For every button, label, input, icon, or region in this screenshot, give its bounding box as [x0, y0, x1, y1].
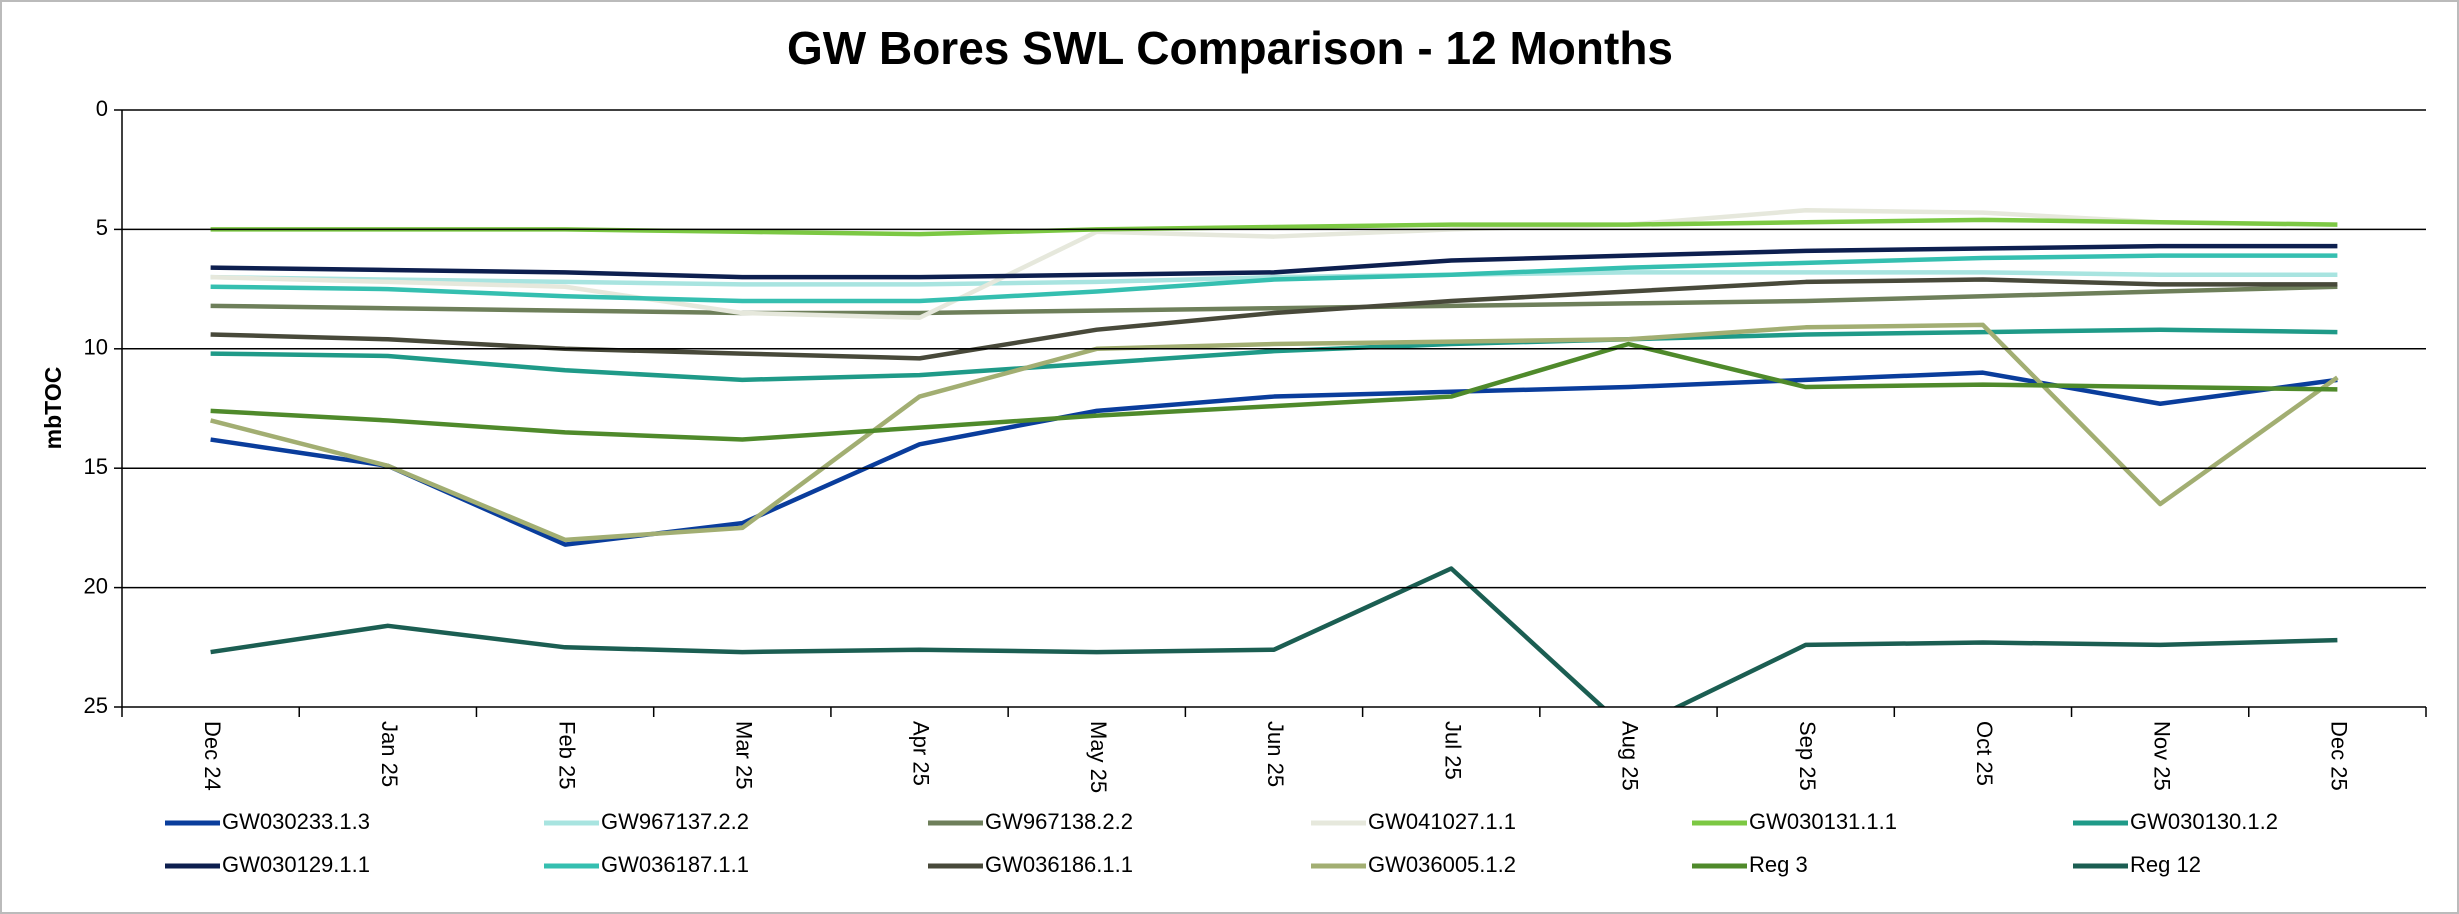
- x-tick-label: Dec 24: [200, 721, 225, 791]
- legend-label: GW030131.1.1: [1749, 809, 1897, 834]
- x-tick-label: Sep 25: [1795, 721, 1820, 791]
- series-line: [210, 243, 2338, 280]
- y-tick-label: 25: [84, 693, 108, 718]
- legend-label: GW030130.1.2: [2130, 809, 2278, 834]
- legend-label: GW030233.1.3: [222, 809, 370, 834]
- x-tick-label: Dec 25: [2327, 721, 2352, 791]
- legend-label: GW036186.1.1: [985, 852, 1133, 877]
- legend-label: Reg 12: [2130, 852, 2201, 877]
- series-line: [210, 370, 2338, 547]
- legend-label: GW041027.1.1: [1368, 809, 1516, 834]
- legend-label: GW967138.2.2: [985, 809, 1133, 834]
- x-tick-label: Jun 25: [1263, 721, 1288, 787]
- legend-label: Reg 3: [1749, 852, 1808, 877]
- x-tick-label: Jan 25: [377, 721, 402, 787]
- series-line: [210, 270, 2338, 287]
- y-tick-label: 5: [96, 215, 108, 240]
- legend-label: GW030129.1.1: [222, 852, 370, 877]
- x-tick-label: Aug 25: [1618, 721, 1643, 791]
- series-line: [210, 327, 2338, 383]
- y-tick-label: 15: [84, 454, 108, 479]
- x-tick-label: Mar 25: [731, 721, 756, 789]
- y-axis-label: mbTOC: [40, 367, 66, 450]
- y-tick-label: 20: [84, 573, 108, 598]
- legend-label: GW036005.1.2: [1368, 852, 1516, 877]
- series-line: [210, 341, 2338, 442]
- x-tick-label: Apr 25: [909, 721, 934, 786]
- x-tick-label: Jul 25: [1440, 721, 1465, 780]
- x-tick-label: Oct 25: [1972, 721, 1997, 786]
- series-line: [210, 253, 2338, 304]
- series-line: [210, 284, 2338, 316]
- legend-label: GW036187.1.1: [601, 852, 749, 877]
- series-line: [210, 208, 2338, 321]
- y-tick-label: 0: [96, 96, 108, 121]
- x-tick-label: May 25: [1086, 721, 1111, 793]
- y-tick-label: 10: [84, 335, 108, 360]
- plot-lines: [210, 208, 2339, 707]
- x-tick-label: Nov 25: [2149, 721, 2174, 791]
- series-line: [210, 322, 2339, 543]
- chart-title: GW Bores SWL Comparison - 12 Months: [787, 22, 1673, 74]
- series-line: [210, 566, 2338, 707]
- x-tick-label: Feb 25: [554, 721, 579, 790]
- legend-label: GW967137.2.2: [601, 809, 749, 834]
